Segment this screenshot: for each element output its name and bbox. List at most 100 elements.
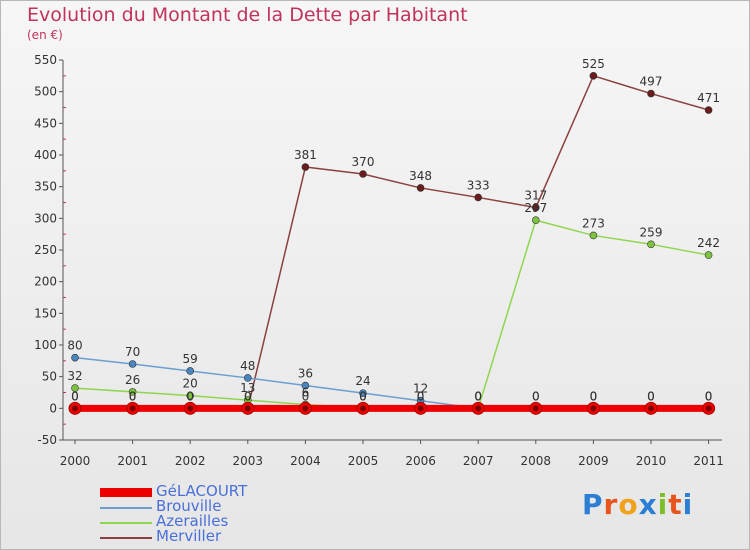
data-point: [186, 391, 194, 400]
x-tick-label: 2011: [693, 454, 724, 468]
x-tick-label: 2003: [233, 454, 264, 468]
data-label: 0: [359, 389, 367, 403]
data-point-core: [417, 405, 424, 412]
data-label: 0: [71, 389, 79, 403]
data-point: [128, 388, 137, 396]
x-tick-label: 2001: [117, 454, 148, 468]
legend-item: GéLACOURT: [100, 482, 300, 500]
legend-swatch: [100, 507, 152, 509]
y-tick-label: 500: [34, 85, 57, 99]
x-tick-label: 2002: [175, 454, 206, 468]
data-point-core: [244, 405, 251, 412]
legend-item: Brouville: [100, 497, 300, 515]
data-point-core: [590, 405, 597, 412]
y-tick-label: 150: [34, 306, 57, 320]
y-tick-label: 250: [34, 243, 57, 257]
logo-letter: x: [638, 488, 658, 521]
data-label: 0: [244, 389, 252, 403]
y-tick-label: 0: [49, 401, 57, 415]
legend-label: Azerailles: [156, 512, 229, 530]
data-point-core: [187, 405, 194, 412]
data-point: [359, 389, 367, 397]
data-label: 333: [467, 178, 490, 192]
y-tick-label: 300: [34, 211, 57, 225]
data-label: 0: [474, 389, 482, 403]
data-point: [704, 106, 713, 114]
series-line-3: [75, 75, 709, 410]
data-label: 0: [129, 389, 137, 403]
data-label: 0: [647, 389, 655, 403]
data-point-core: [302, 405, 309, 412]
data-label: 70: [125, 345, 140, 359]
data-label: 0: [302, 389, 310, 403]
data-label: 26: [125, 373, 140, 387]
logo-letter: r: [603, 488, 619, 521]
data-label: 0: [417, 389, 425, 403]
legend-item: Merviller: [100, 528, 300, 545]
data-point-core: [360, 405, 366, 412]
legend-swatch: [100, 537, 152, 539]
data-point: [647, 89, 655, 98]
series-line-2: [74, 219, 709, 410]
legend: GéLACOURT Brouville Azerailles Merviller: [100, 482, 300, 545]
data-label: 525: [582, 57, 605, 71]
data-point: [589, 72, 598, 80]
data-point: [128, 360, 137, 368]
series-line-1: [74, 356, 709, 410]
data-point: [531, 203, 540, 212]
data-label: 6: [302, 386, 310, 400]
data-point: [647, 240, 655, 249]
unit-label: (en €): [27, 28, 63, 42]
x-tick-label: 2007: [463, 454, 494, 468]
data-label: 0: [532, 389, 540, 403]
x-tick-label: 2006: [405, 454, 436, 468]
data-point-core: [72, 405, 78, 412]
data-label: 0: [705, 389, 713, 403]
data-point: [301, 381, 310, 390]
y-tick-label: 350: [34, 180, 57, 194]
data-label: 36: [298, 367, 313, 381]
legend-item: Azerailles: [100, 512, 300, 530]
x-tick-label: 2005: [348, 454, 379, 468]
data-point: [416, 184, 425, 192]
chart-title: Evolution du Montant de la Dette par Hab…: [27, 4, 468, 26]
data-label: 0: [186, 389, 194, 403]
y-tick-label: 450: [34, 116, 57, 130]
data-label: 273: [582, 216, 605, 230]
data-label: 471: [697, 91, 720, 105]
data-label: 24: [355, 374, 370, 388]
data-label: 0: [590, 389, 598, 403]
y-tick-label: 550: [34, 53, 57, 67]
data-label: 297: [524, 201, 547, 215]
x-tick-label: 2008: [521, 454, 552, 468]
x-tick-label: 2000: [60, 454, 91, 468]
data-point-core: [129, 405, 136, 412]
y-tick-label: 50: [42, 370, 57, 384]
data-label: 12: [413, 382, 428, 396]
data-label: 497: [640, 75, 663, 89]
legend-swatch: [100, 488, 152, 497]
data-label: 13: [240, 381, 255, 395]
data-label: 0: [186, 389, 194, 403]
logo-letter: P: [582, 488, 604, 521]
legend-label: GéLACOURT: [156, 482, 248, 500]
data-point: [589, 231, 598, 240]
data-label: 0: [71, 389, 79, 403]
logo-letter: i: [682, 488, 694, 521]
data-point: [704, 251, 713, 259]
legend-swatch: [100, 522, 152, 524]
data-label: 381: [294, 148, 317, 162]
x-tick-label: 2010: [636, 454, 667, 468]
data-label: 20: [183, 377, 198, 391]
y-tick-label: -50: [37, 433, 57, 447]
data-label: 0: [705, 389, 713, 403]
data-point-core: [532, 405, 539, 412]
data-label: 242: [697, 236, 720, 250]
legend-label: Brouville: [156, 497, 222, 515]
data-label: 48: [240, 359, 255, 373]
data-label: 0: [474, 389, 482, 403]
logo-letter: i: [657, 488, 669, 521]
logo-letter: o: [618, 488, 639, 521]
